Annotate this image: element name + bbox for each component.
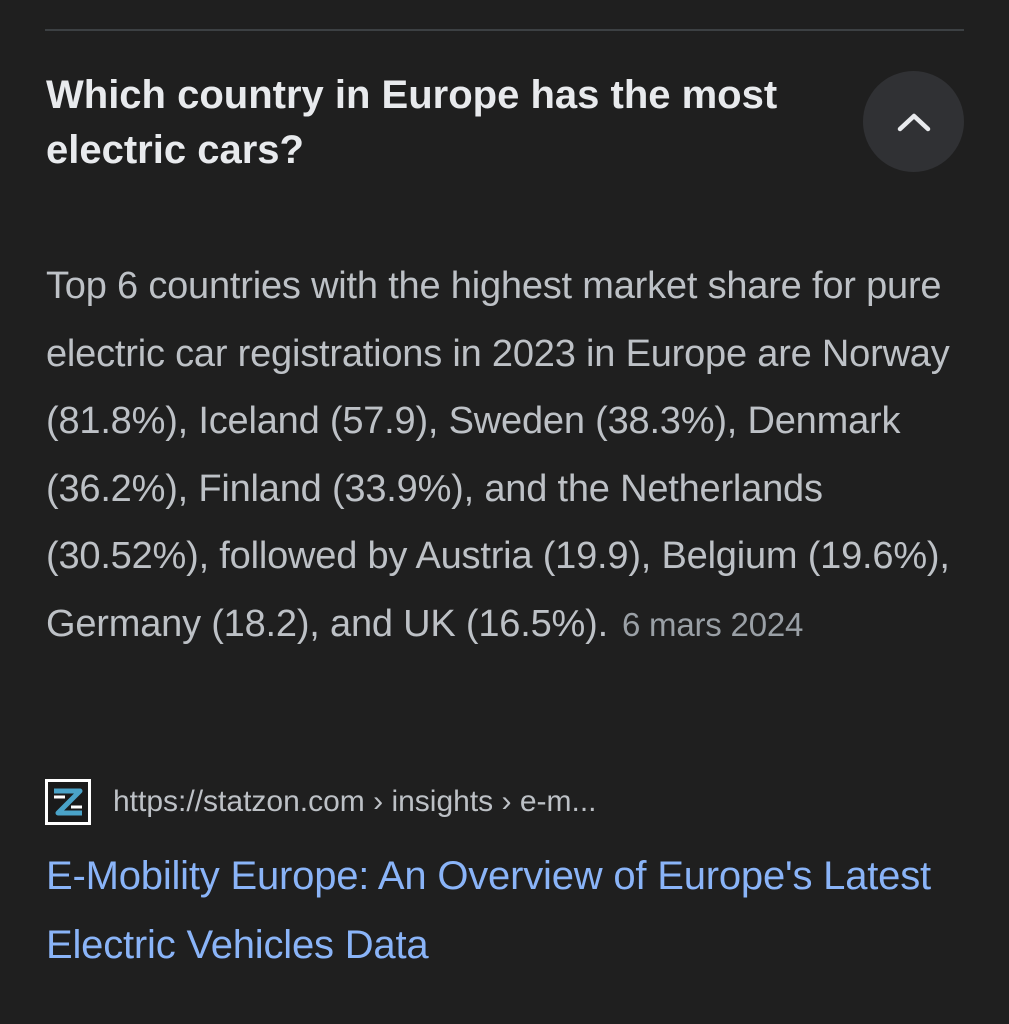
source-row[interactable]: https://statzon.com › insights › e-m... — [45, 779, 597, 825]
snippet-date: 6 mars 2024 — [621, 605, 804, 643]
statzon-logo-icon — [45, 779, 113, 825]
source-url[interactable]: https://statzon.com › insights › e-m... — [113, 785, 597, 818]
answer-snippet: Top 6 countries with the highest market … — [46, 253, 976, 658]
result-title-link[interactable]: E-Mobility Europe: An Overview of Europe… — [46, 854, 931, 967]
answer-text: Top 6 countries with the highest market … — [46, 265, 950, 645]
section-divider — [45, 29, 964, 31]
question-heading[interactable]: Which country in Europe has the most ele… — [46, 73, 778, 172]
collapse-button[interactable] — [863, 71, 964, 172]
chevron-up-icon — [897, 112, 931, 132]
